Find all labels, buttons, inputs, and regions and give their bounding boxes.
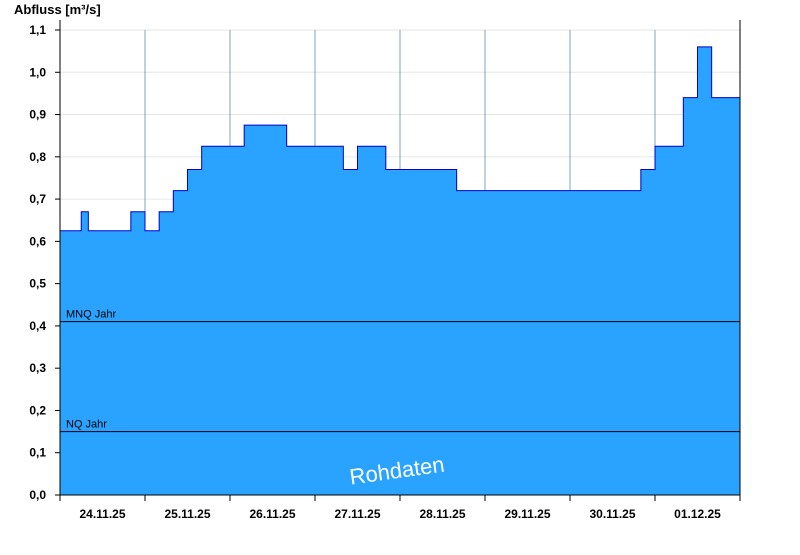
axis-layer: 0,0 0,1 0,2 0,3 0,4 0,5 0,6 0,7 0,8 0,9 1,0 1,1 24.1… xyxy=(29,20,741,521)
y-tick-label: 0,8 xyxy=(29,150,46,164)
x-tick-label: 25.11.25 xyxy=(164,507,210,521)
series-area xyxy=(60,46,740,496)
y-tick-label: 1,0 xyxy=(29,65,46,79)
y-tick-label: 0,4 xyxy=(29,319,46,333)
x-tick-label: 27.11.25 xyxy=(334,507,380,521)
x-tick-label: 30.11.25 xyxy=(589,507,635,521)
y-axis-title: Abfluss [m³/s] xyxy=(14,2,101,17)
x-tick-label: 26.11.25 xyxy=(249,507,295,521)
y-tick-label: 0,3 xyxy=(29,361,46,375)
y-tick-label: 0,9 xyxy=(29,108,46,122)
y-tick-label: 0,5 xyxy=(29,277,46,291)
area-layer xyxy=(60,46,740,496)
y-tick-label: 0,1 xyxy=(29,446,46,460)
y-tick-label: 1,1 xyxy=(29,23,46,37)
reference-line-label: MNQ Jahr xyxy=(66,309,116,321)
series-line xyxy=(60,46,740,232)
x-tick-label: 29.11.25 xyxy=(504,507,550,521)
y-tick-label: 0,7 xyxy=(29,192,46,206)
x-tick-label: 24.11.25 xyxy=(79,507,125,521)
x-tick-label: 01.12.25 xyxy=(674,507,721,521)
x-tick-label: 28.11.25 xyxy=(419,507,465,521)
y-tick-label: 0,0 xyxy=(29,488,46,502)
reference-line-label: NQ Jahr xyxy=(66,419,107,431)
reference-lines: MNQ Jahr NQ Jahr xyxy=(60,309,740,433)
y-tick-label: 0,2 xyxy=(29,403,46,417)
y-tick-label: 0,6 xyxy=(29,234,46,248)
